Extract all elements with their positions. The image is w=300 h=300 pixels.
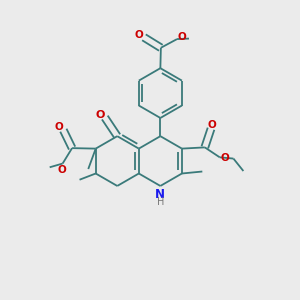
Text: O: O xyxy=(96,110,105,120)
Text: O: O xyxy=(135,30,143,40)
Text: N: N xyxy=(155,188,165,201)
Text: O: O xyxy=(178,32,186,42)
Text: O: O xyxy=(55,122,63,132)
Text: O: O xyxy=(208,120,216,130)
Text: H: H xyxy=(157,197,164,207)
Text: O: O xyxy=(57,165,66,175)
Text: O: O xyxy=(220,153,229,163)
